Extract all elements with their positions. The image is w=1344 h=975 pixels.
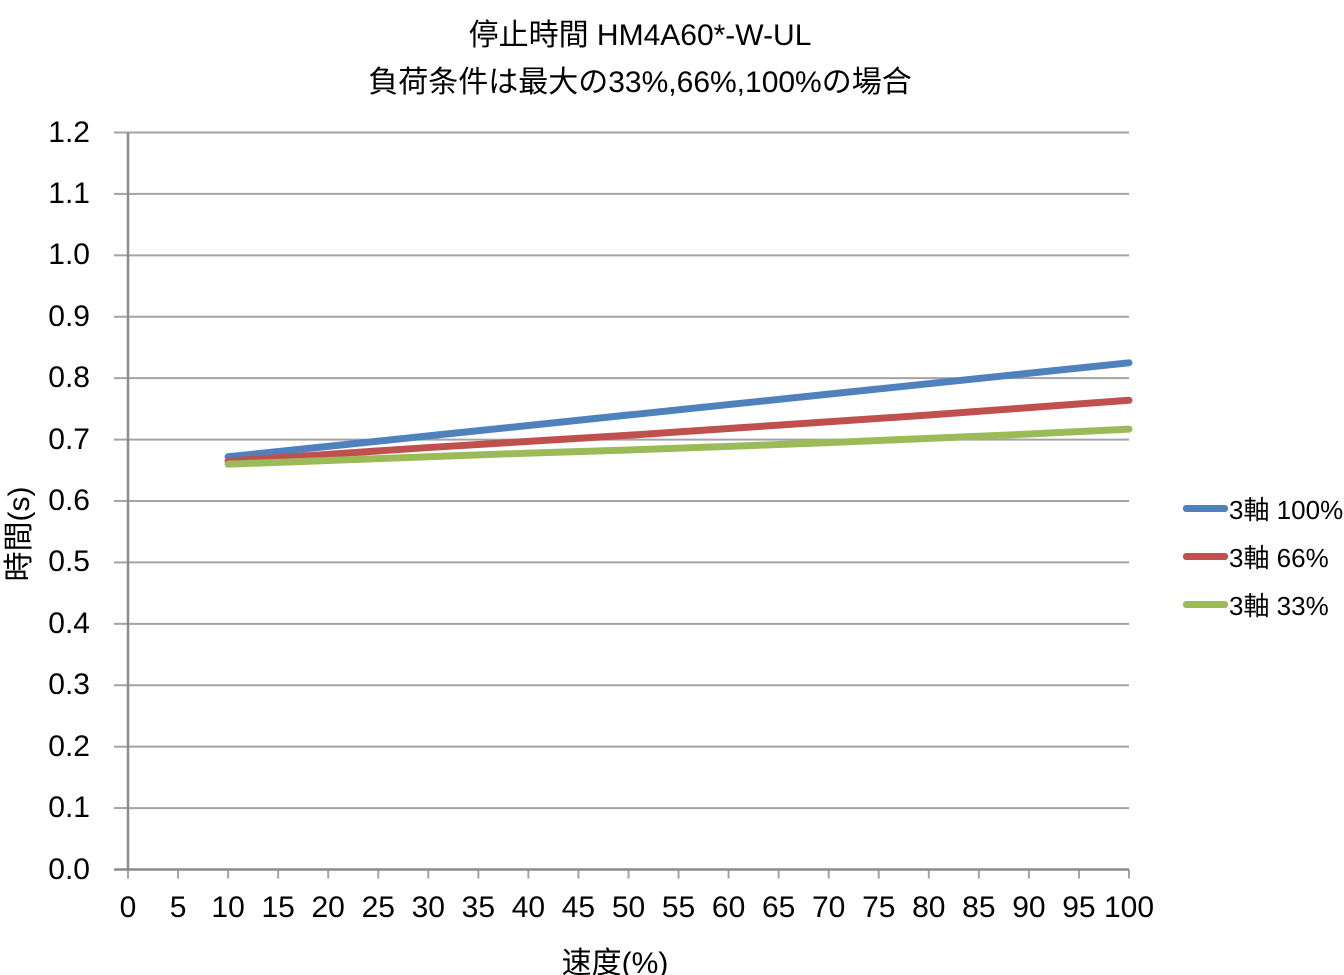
legend-label: 3軸 33%	[1229, 590, 1329, 621]
x-tick-label: 45	[561, 891, 596, 924]
x-tick-label: 0	[119, 891, 137, 924]
x-axis-title: 速度(%)	[561, 947, 669, 975]
x-tick-label: 65	[761, 891, 796, 924]
x-tick-label: 25	[361, 891, 395, 924]
legend-swatch	[1183, 552, 1228, 560]
x-tick-label: 85	[962, 891, 996, 924]
y-tick-label: 0.9	[48, 299, 90, 333]
legend-item-0: 3軸 100%	[1183, 493, 1343, 525]
legend-swatch	[1183, 504, 1228, 512]
x-tick-label: 70	[812, 891, 846, 924]
x-tick-label: 60	[711, 891, 746, 924]
y-tick-label: 0.3	[48, 668, 90, 702]
y-tick-label: 0.0	[48, 852, 90, 886]
x-tick-label: 90	[1012, 891, 1046, 924]
legend-swatch	[1183, 600, 1228, 608]
y-axis-title: 時間(s)	[3, 486, 36, 582]
x-tick-label: 35	[461, 891, 496, 924]
series-line-1	[224, 396, 1133, 465]
legend: 3軸 100% 3軸 66% 3軸 33%	[1183, 493, 1343, 637]
y-tick-label: 0.4	[48, 606, 90, 640]
y-tick-label: 1.0	[48, 238, 90, 272]
series-line-0	[224, 359, 1133, 461]
x-tick-label: 20	[311, 891, 345, 924]
chart-subtitle: 負荷条件は最大の33%,66%,100%の場合	[368, 66, 912, 99]
y-tick-label: 1.1	[48, 176, 90, 210]
x-tick-label: 40	[511, 891, 546, 924]
x-tick-label: 50	[611, 891, 646, 924]
legend-label: 3軸 66%	[1229, 542, 1329, 573]
x-tick-label: 95	[1062, 891, 1096, 924]
y-tick-label: 0.2	[48, 729, 90, 763]
chart-title: 停止時間 HM4A60*-W-UL	[468, 19, 812, 52]
y-tick-label: 0.1	[48, 791, 90, 825]
y-tick-label: 0.5	[48, 545, 90, 579]
x-tick-label: 15	[261, 891, 295, 924]
legend-item-1: 3軸 66%	[1183, 541, 1343, 573]
x-tick-label: 30	[411, 891, 445, 924]
y-tick-label: 0.6	[48, 484, 90, 517]
legend-label: 3軸 100%	[1229, 494, 1344, 525]
x-tick-label: 55	[661, 891, 696, 924]
y-tick-label: 0.7	[48, 422, 90, 456]
y-tick-label: 1.2	[48, 115, 90, 149]
legend-item-2: 3軸 33%	[1183, 589, 1343, 621]
series-line-2	[224, 425, 1133, 468]
y-tick-label: 0.8	[48, 361, 90, 395]
x-tick-label: 100	[1103, 891, 1155, 924]
x-tick-label: 75	[862, 891, 896, 924]
x-tick-label: 5	[169, 891, 187, 924]
x-tick-label: 10	[211, 891, 245, 924]
x-tick-label: 80	[912, 891, 946, 924]
